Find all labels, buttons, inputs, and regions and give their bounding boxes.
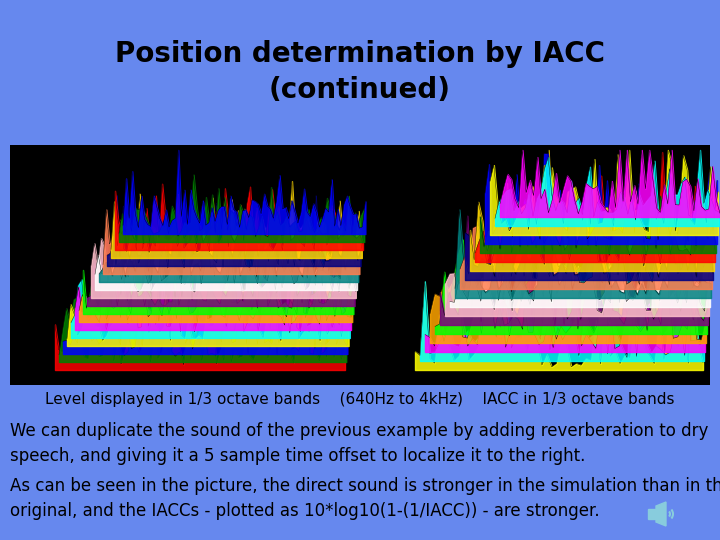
Bar	[10, 145, 710, 385]
Bar	[648, 509, 656, 519]
Text: Level displayed in 1/3 octave bands    (640Hz to 4kHz)    IACC in 1/3 octave ban: Level displayed in 1/3 octave bands (640…	[45, 392, 675, 407]
Polygon shape	[656, 502, 666, 526]
Text: We can duplicate the sound of the previous example by adding reverberation to dr: We can duplicate the sound of the previo…	[10, 422, 708, 465]
Text: Position determination by IACC
(continued): Position determination by IACC (continue…	[115, 40, 605, 104]
Text: As can be seen in the picture, the direct sound is stronger in the simulation th: As can be seen in the picture, the direc…	[10, 477, 720, 520]
